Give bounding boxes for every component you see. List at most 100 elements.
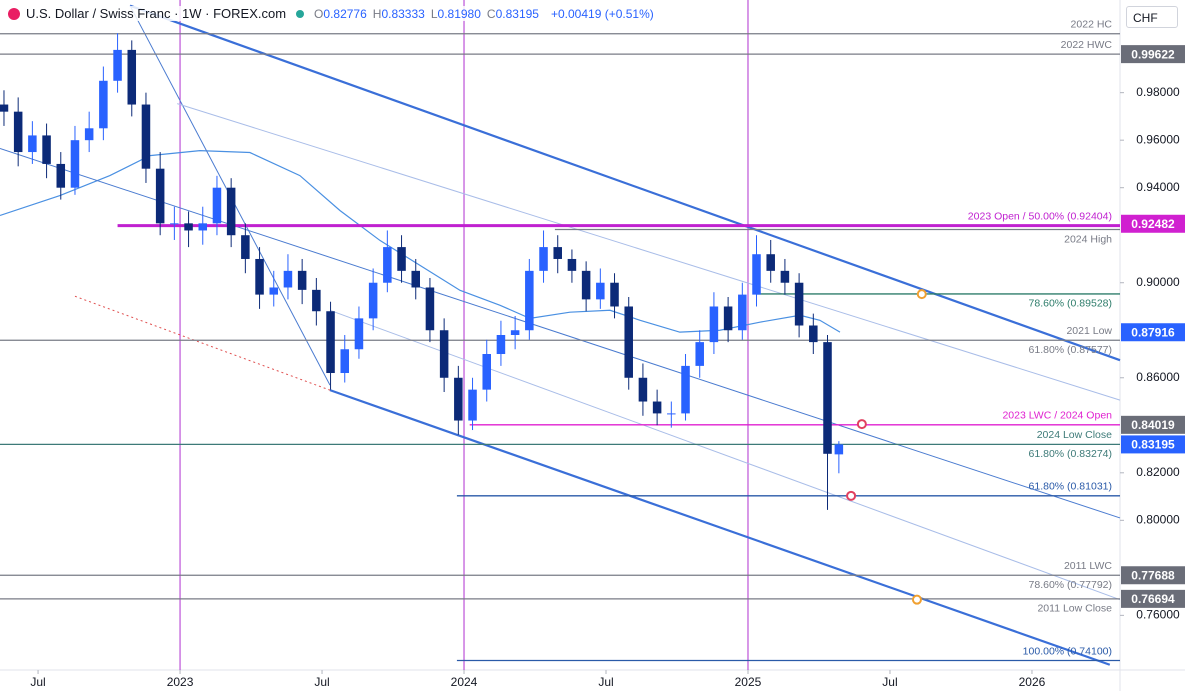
candle-body bbox=[184, 223, 193, 231]
candle-body bbox=[70, 140, 80, 188]
y-tick-label: 0.90000 bbox=[1136, 275, 1180, 289]
status-dot bbox=[296, 9, 305, 18]
y-tick-label: 0.86000 bbox=[1136, 370, 1180, 384]
candle-body bbox=[113, 49, 122, 81]
y-tick-label: 0.94000 bbox=[1136, 180, 1180, 194]
price-box-label: 0.83195 bbox=[1131, 438, 1175, 452]
y-tick-label: 0.80000 bbox=[1136, 512, 1180, 526]
symbol-title[interactable]: U.S. Dollar / Swiss Franc · 1W · FOREX.c… bbox=[26, 6, 287, 21]
candle-body bbox=[170, 223, 179, 225]
candle-body bbox=[383, 247, 392, 283]
candle-body bbox=[834, 444, 844, 455]
trend-line bbox=[129, 4, 1121, 362]
level-label: 2022 HC bbox=[1071, 19, 1113, 31]
candle-body bbox=[766, 254, 775, 271]
marker bbox=[911, 594, 922, 605]
x-tick-label: Jul bbox=[598, 675, 613, 689]
level-label: 2023 Open / 50.00% (0.92404) bbox=[968, 210, 1112, 222]
candle-body bbox=[695, 342, 704, 366]
candle-body bbox=[667, 413, 676, 415]
x-tick-label: 2026 bbox=[1019, 675, 1046, 689]
candle-body bbox=[709, 306, 719, 343]
candle-body bbox=[0, 104, 9, 112]
candle-body bbox=[482, 354, 491, 390]
level-label: 78.60% (0.77792) bbox=[1029, 579, 1112, 591]
price-box bbox=[1121, 415, 1185, 434]
candle-body bbox=[652, 401, 662, 414]
candle-body bbox=[638, 377, 648, 402]
candle-body bbox=[99, 80, 108, 129]
currency-select[interactable]: CHF bbox=[1126, 6, 1178, 28]
y-tick-label: 0.76000 bbox=[1136, 608, 1180, 622]
candle-body bbox=[42, 135, 51, 164]
candle-body bbox=[269, 287, 279, 295]
level-label: 61.80% (0.87577) bbox=[1029, 344, 1112, 356]
marker bbox=[856, 419, 867, 430]
y-tick-label: 0.96000 bbox=[1136, 132, 1180, 146]
candle-body bbox=[283, 270, 293, 288]
candle-body bbox=[397, 247, 406, 271]
candle-body bbox=[226, 187, 236, 236]
candle-body bbox=[312, 289, 321, 312]
trend-line bbox=[74, 295, 331, 391]
candle-body bbox=[84, 128, 94, 141]
price-box-label: 0.99622 bbox=[1131, 47, 1175, 61]
price-box-label: 0.84019 bbox=[1131, 418, 1175, 432]
candle-body bbox=[539, 247, 548, 271]
quote: O0.82776 H0.83333 L0.81980 C0.83195 bbox=[314, 7, 545, 21]
level-label: 2011 LWC bbox=[1064, 560, 1112, 572]
candle-body bbox=[780, 270, 790, 283]
candle-body bbox=[198, 223, 208, 231]
candle-body bbox=[794, 282, 804, 326]
x-tick-label: 2024 bbox=[451, 675, 478, 689]
candle-body bbox=[553, 247, 562, 259]
candle-body bbox=[510, 330, 520, 335]
quote-value: 0.83195 bbox=[495, 6, 539, 21]
candle-body bbox=[340, 349, 350, 374]
x-tick-label: 2023 bbox=[167, 675, 194, 689]
level-label: 100.00% (0.74100) bbox=[1023, 645, 1112, 657]
candle-body bbox=[241, 235, 250, 259]
price-box bbox=[1121, 45, 1185, 64]
candle-body bbox=[809, 325, 818, 343]
candle-body bbox=[823, 342, 832, 454]
candle-body bbox=[752, 254, 761, 295]
candle-body bbox=[738, 294, 747, 331]
candle-body bbox=[496, 335, 506, 355]
candle-body bbox=[454, 377, 463, 421]
price-box-label: 0.92482 bbox=[1131, 217, 1175, 231]
x-tick-label: Jul bbox=[882, 675, 897, 689]
candle-body bbox=[723, 306, 733, 331]
marker bbox=[846, 490, 857, 501]
symbol-icon bbox=[8, 7, 20, 20]
candle-body bbox=[624, 306, 633, 378]
price-box bbox=[1121, 589, 1185, 608]
candle-body bbox=[28, 135, 37, 153]
trend-line bbox=[177, 103, 1121, 401]
level-label: 61.80% (0.81031) bbox=[1029, 481, 1112, 493]
candle-body bbox=[255, 258, 264, 295]
candle-body bbox=[567, 258, 577, 271]
quote-key: C bbox=[486, 6, 496, 21]
candle-body bbox=[411, 270, 420, 288]
candle-body bbox=[155, 168, 165, 224]
candle-body bbox=[127, 49, 137, 105]
candle-body bbox=[326, 311, 335, 374]
candle-body bbox=[681, 365, 690, 414]
price-box bbox=[1121, 435, 1185, 454]
quote-key: O bbox=[314, 6, 324, 21]
trend-line bbox=[329, 389, 1111, 666]
trend-line bbox=[0, 148, 1121, 519]
candle-body bbox=[354, 318, 364, 350]
candle-body bbox=[297, 270, 307, 290]
header: U.S. Dollar / Swiss Franc · 1W · FOREX.c… bbox=[8, 6, 658, 21]
candle-body bbox=[525, 270, 534, 331]
candle-body bbox=[439, 330, 449, 378]
quote-key: H bbox=[372, 6, 382, 21]
candle-body bbox=[425, 287, 435, 331]
quote-value: 0.83333 bbox=[381, 6, 425, 21]
price-box-label: 0.76694 bbox=[1131, 592, 1175, 606]
y-tick-label: 0.82000 bbox=[1136, 465, 1180, 479]
